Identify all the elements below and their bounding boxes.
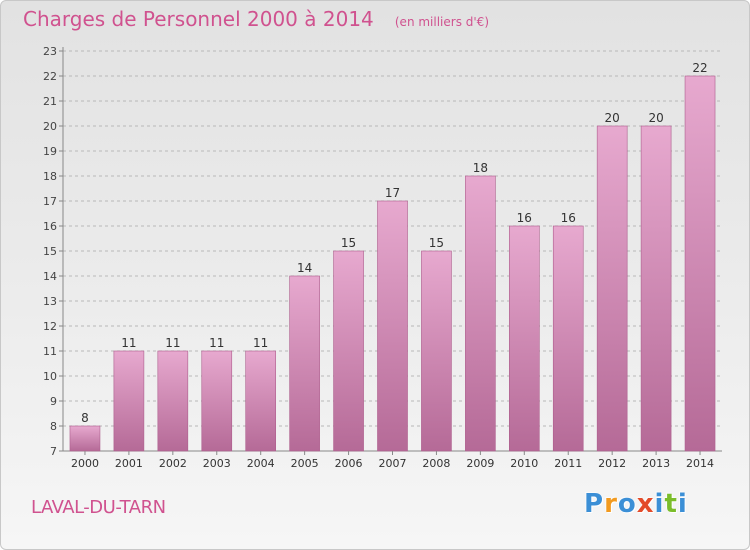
- bar-2013: [640, 125, 672, 452]
- bar-value-label: 11: [121, 336, 136, 350]
- bar-2000: [69, 425, 101, 452]
- logo-letter: P: [584, 489, 605, 519]
- x-tick-label: 2011: [554, 457, 582, 470]
- bar-2002: [157, 350, 189, 452]
- proxiti-logo[interactable]: Proxiti: [584, 489, 688, 519]
- logo-letter: i: [654, 489, 665, 519]
- bar-value-label: 11: [209, 336, 224, 350]
- y-tick-label: 11: [43, 345, 57, 358]
- y-tick-label: 22: [43, 70, 57, 83]
- bar-value-label: 16: [561, 211, 576, 225]
- chart-title: Charges de Personnel 2000 à 2014: [23, 7, 374, 31]
- y-tick-label: 18: [43, 170, 57, 183]
- y-tick-label: 16: [43, 220, 57, 233]
- y-tick-label: 19: [43, 145, 57, 158]
- x-tick-label: 2002: [159, 457, 187, 470]
- bar-value-label: 17: [385, 186, 400, 200]
- x-tick-label: 2010: [510, 457, 538, 470]
- y-tick-label: 21: [43, 95, 57, 108]
- x-tick-label: 2008: [422, 457, 450, 470]
- bar-2008: [421, 250, 452, 452]
- bar-2006: [333, 250, 364, 452]
- x-tick-label: 2006: [335, 457, 363, 470]
- bar-2003: [201, 350, 233, 452]
- logo-letter: x: [636, 489, 655, 519]
- bar-value-label: 16: [517, 211, 532, 225]
- y-tick-label: 14: [43, 270, 57, 283]
- x-tick-label: 2007: [379, 457, 407, 470]
- y-tick-label: 20: [43, 120, 57, 133]
- bar-value-label: 20: [605, 111, 620, 125]
- bar-2012: [596, 125, 628, 452]
- x-tick-label: 2000: [71, 457, 99, 470]
- x-tick-label: 2005: [291, 457, 319, 470]
- bar-value-label: 20: [648, 111, 663, 125]
- bar-2005: [289, 275, 320, 452]
- logo-letter: r: [604, 489, 618, 519]
- bar-2004: [245, 350, 276, 452]
- title-row: Charges de Personnel 2000 à 2014 (en mil…: [23, 7, 489, 31]
- y-tick-label: 8: [50, 420, 57, 433]
- logo-letter: o: [617, 489, 637, 519]
- bar-value-label: 11: [253, 336, 268, 350]
- bar-value-label: 8: [81, 411, 89, 425]
- y-tick-label: 7: [50, 445, 57, 458]
- y-tick-label: 10: [43, 370, 57, 383]
- commune-name: LAVAL-DU-TARN: [31, 497, 166, 518]
- bar-2014: [684, 75, 716, 452]
- x-tick-label: 2003: [203, 457, 231, 470]
- bar-2001: [113, 350, 145, 452]
- bar-value-label: 22: [692, 61, 707, 75]
- y-tick-label: 13: [43, 295, 57, 308]
- bar-2007: [377, 200, 408, 452]
- x-tick-label: 2012: [598, 457, 626, 470]
- y-tick-label: 15: [43, 245, 57, 258]
- bar-value-label: 11: [165, 336, 180, 350]
- chart-subtitle: (en milliers d'€): [394, 15, 489, 29]
- bar-value-label: 18: [473, 161, 488, 175]
- bar-value-label: 15: [429, 236, 444, 250]
- x-tick-label: 2001: [115, 457, 143, 470]
- x-tick-label: 2009: [466, 457, 494, 470]
- y-tick-label: 12: [43, 320, 57, 333]
- x-tick-label: 2014: [686, 457, 714, 470]
- x-tick-label: 2013: [642, 457, 670, 470]
- bar-2009: [465, 175, 496, 452]
- y-tick-label: 17: [43, 195, 57, 208]
- bar-2010: [508, 225, 540, 452]
- y-tick-label: 23: [43, 45, 57, 58]
- logo-letter: t: [664, 489, 678, 519]
- logo-letter: i: [677, 489, 688, 519]
- bar-value-label: 15: [341, 236, 356, 250]
- bar-value-label: 14: [297, 261, 312, 275]
- bar-2011: [552, 225, 584, 452]
- y-tick-label: 9: [50, 395, 57, 408]
- x-tick-label: 2004: [247, 457, 275, 470]
